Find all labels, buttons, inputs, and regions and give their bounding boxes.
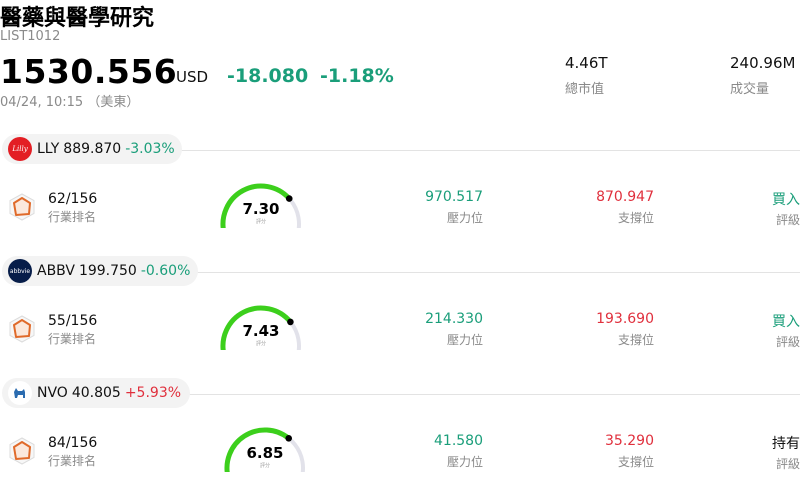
support-label: 支撐位 [617,333,654,347]
row-divider [175,272,800,273]
industry-rank-icon [9,193,35,221]
score-gauge [220,183,301,228]
support-value: 870.947 [596,189,654,205]
stock-ticker: LLY [37,141,60,157]
support-label: 支撐位 [617,455,654,469]
stock-change-percent: +5.93% [124,385,182,401]
score-value: 7.30 [242,200,280,218]
stock-ticker: NVO [37,385,68,401]
support-label: 支撐位 [617,211,654,225]
price-change-percent: -1.18% [320,65,394,87]
stock-price: 40.805 [71,385,121,401]
index-price: 1530.556 [0,52,178,91]
score-label: 評分 [259,463,270,469]
rating-value: 買入 [772,192,800,208]
page-title: 醫藥與醫學研究 [0,6,155,31]
resistance-label: 壓力位 [446,455,483,469]
row-divider [175,150,800,151]
score-value: 6.85 [246,444,284,462]
stock-change-percent: -0.60% [140,263,191,279]
market-cap-value: 4.46T [565,54,608,72]
score-label: 評分 [255,219,266,225]
industry-rank-label: 行業排名 [48,332,97,346]
stock-ticker-pill[interactable]: Lilly LLY 889.870 -3.03% [2,134,182,164]
company-logo-icon: abbvie [8,259,32,283]
stock-ticker-pill[interactable]: NVO 40.805 +5.93% [2,378,190,408]
industry-rank-label: 行業排名 [48,454,97,468]
stock-price: 889.870 [63,141,122,157]
rating-label: 評級 [775,457,800,471]
resistance-label: 壓力位 [446,211,483,225]
volume-value: 240.96M [730,54,796,72]
score-gauge [224,427,305,472]
stock-change-percent: -3.03% [125,141,175,157]
company-logo-icon: Lilly [8,137,32,161]
rating-value: 買入 [772,314,800,330]
industry-rank-value: 62/156 [48,191,98,207]
industry-rank-value: 55/156 [48,313,98,329]
resistance-value: 41.580 [434,433,483,449]
score-value: 7.43 [242,322,280,340]
resistance-label: 壓力位 [446,333,483,347]
currency-label: USD [176,68,209,86]
resistance-value: 970.517 [425,189,483,205]
rating-label: 評級 [775,335,800,349]
volume-label: 成交量 [730,82,770,97]
score-label: 評分 [255,341,266,347]
market-cap-label: 總市值 [565,82,605,97]
support-value: 193.690 [596,311,654,327]
rating-label: 評級 [775,213,800,227]
rating-value: 持有 [772,436,800,452]
index-code: LIST1012 [0,29,61,44]
support-value: 35.290 [605,433,654,449]
stock-ticker: ABBV [37,263,75,279]
timestamp: 04/24, 10:15 （美東） [0,95,140,110]
industry-rank-value: 84/156 [48,435,98,451]
stock-ticker-pill[interactable]: abbvie ABBV 199.750 -0.60% [2,256,198,286]
row-divider [175,394,800,395]
industry-rank-icon [9,315,35,343]
stock-price: 199.750 [78,263,137,279]
price-change: -18.080 [227,65,309,87]
company-logo-icon [8,381,32,405]
score-gauge [220,305,301,350]
resistance-value: 214.330 [425,311,483,327]
industry-rank-label: 行業排名 [48,210,97,224]
industry-rank-icon [9,437,35,465]
